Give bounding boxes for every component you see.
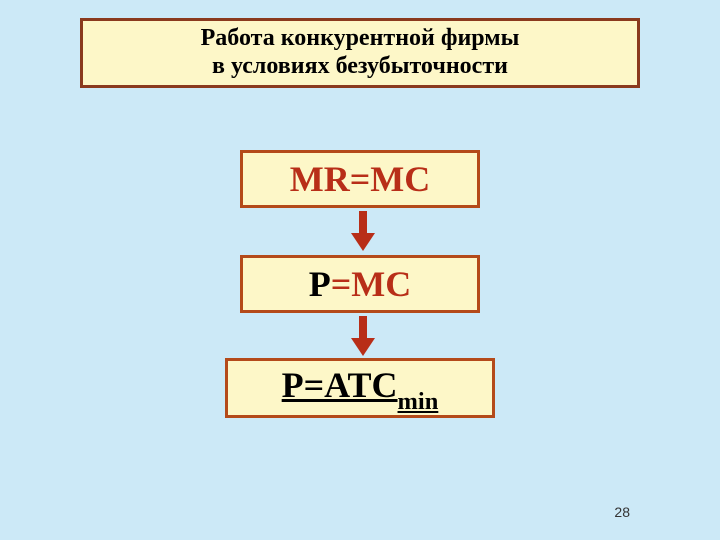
equation-p: P xyxy=(309,263,331,305)
page-number: 28 xyxy=(614,504,630,520)
arrow-1 xyxy=(351,211,375,251)
title-text: Работа конкурентной фирмы в условиях без… xyxy=(201,25,520,80)
title-line2: в условиях безубыточности xyxy=(212,53,508,79)
arrow-2-head xyxy=(351,338,375,356)
arrow-1-shaft xyxy=(359,211,367,233)
arrow-2-shaft xyxy=(359,316,367,338)
equation-text-1: MR=MC xyxy=(290,158,430,200)
arrow-1-head xyxy=(351,233,375,251)
equation-p-atc: P=ATCmin xyxy=(282,364,439,412)
title-box: Работа конкурентной фирмы в условиях без… xyxy=(80,18,640,88)
equation-box-p-mc: P=MC xyxy=(240,255,480,313)
arrow-2 xyxy=(351,316,375,356)
equation-eq-mc: =MC xyxy=(331,263,412,305)
equation-box-mr-mc: MR=MC xyxy=(240,150,480,208)
title-line1: Работа конкурентной фирмы xyxy=(201,25,520,51)
equation-box-p-atc: P=ATCmin xyxy=(225,358,495,418)
